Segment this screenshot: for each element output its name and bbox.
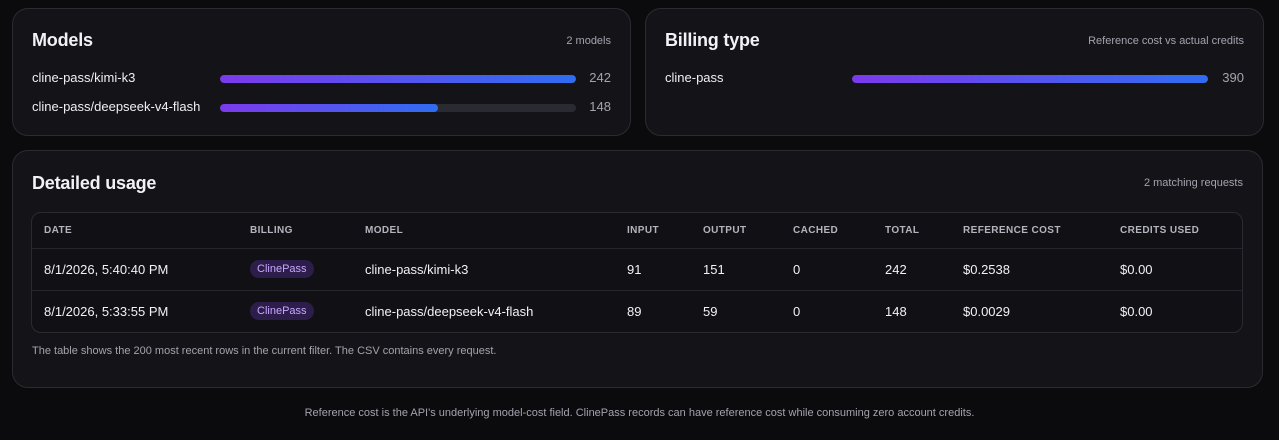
card-title: Models	[32, 30, 93, 50]
table-cell: cline-pass/kimi-k3	[365, 262, 469, 277]
row-divider	[32, 290, 1242, 291]
table-cell: $0.00	[1120, 262, 1153, 277]
bar-track	[220, 75, 576, 83]
billing-card: Billing type Reference cost vs actual cre…	[645, 8, 1264, 136]
table-cell: 242	[885, 262, 907, 277]
billing-badge: ClinePass	[250, 302, 314, 320]
row-divider	[32, 248, 1242, 249]
bar	[852, 75, 1208, 83]
table-cell: 148	[885, 304, 907, 319]
item-label: cline-pass/kimi-k3	[32, 70, 136, 85]
column-header: REFERENCE COST	[963, 225, 1061, 236]
table-cell: 151	[703, 262, 725, 277]
bar-track	[852, 75, 1208, 83]
item-label: cline-pass	[665, 70, 724, 85]
table-cell: 91	[627, 262, 642, 277]
item-value: 148	[589, 99, 611, 114]
billing-badge: ClinePass	[250, 260, 314, 278]
table-cell: 89	[627, 304, 642, 319]
card-title: Detailed usage	[32, 173, 157, 193]
column-header: OUTPUT	[703, 225, 747, 236]
column-header: INPUT	[627, 225, 659, 236]
table-cell: 0	[793, 262, 801, 277]
table-cell: 8/1/2026, 5:40:40 PM	[44, 262, 169, 277]
card-title: Billing type	[665, 30, 760, 50]
column-header: MODEL	[365, 225, 404, 236]
card-summary: Reference cost vs actual credits	[1088, 35, 1244, 47]
card-summary: 2 models	[566, 35, 611, 47]
table-cell: cline-pass/deepseek-v4-flash	[365, 304, 534, 319]
item-value: 242	[589, 70, 611, 85]
table-note: The table shows the 200 most recent rows…	[32, 345, 497, 357]
table-cell: 8/1/2026, 5:33:55 PM	[44, 304, 169, 319]
column-header: DATE	[44, 225, 73, 236]
usage-table: DATE BILLING MODEL INPUT OUTPUT CACHED TOTAL RE…	[31, 212, 1243, 333]
bar	[220, 75, 576, 83]
models-card: Models 2 models cline-pass/kimi-k3 242 cline…	[12, 8, 631, 136]
column-header: CREDITS USED	[1120, 225, 1200, 236]
bar-track	[220, 104, 576, 112]
footer-note: Reference cost is the API's underlying m…	[304, 407, 975, 419]
card-summary: 2 matching requests	[1143, 177, 1243, 189]
table-cell: 59	[703, 304, 718, 319]
item-value: 390	[1222, 70, 1244, 85]
column-header: CACHED	[793, 225, 839, 236]
usage-card: Detailed usage 2 matching requests DATE BIL…	[12, 150, 1263, 388]
table-cell: $0.00	[1120, 304, 1153, 319]
table-cell: $0.2538	[963, 262, 1010, 277]
table-cell: 0	[793, 304, 801, 319]
table-cell: $0.0029	[963, 304, 1010, 319]
column-header: TOTAL	[885, 225, 920, 236]
bar	[220, 104, 438, 112]
column-header: BILLING	[250, 225, 293, 236]
item-label: cline-pass/deepseek-v4-flash	[32, 99, 201, 114]
